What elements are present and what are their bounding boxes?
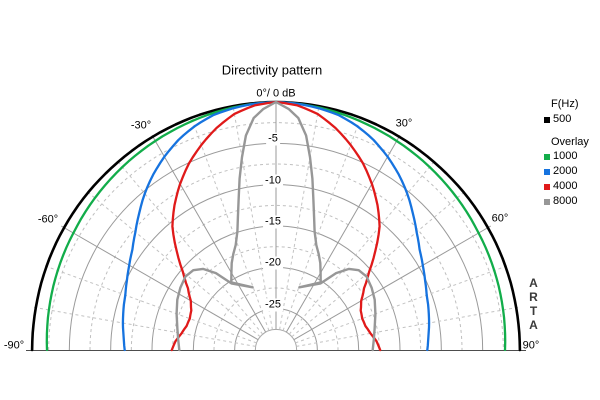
legend-frequency-header: F(Hz) [551,98,579,110]
legend-swatch-4000 [544,183,550,190]
legend-item-4000: 4000 [544,181,577,192]
db-tick-minus-5: -5 [266,132,280,146]
grid-spoke-solid [151,134,267,333]
angle-label-minus-30: -30° [130,119,152,132]
legend-swatch-8000 [544,198,550,205]
legend-swatch-500 [544,116,550,123]
arta-letter: A [529,276,538,290]
legend-item-1000: 1000 [544,151,577,162]
grid-ring-dashed [130,204,422,351]
arta-letter: A [529,318,538,332]
legend-swatch-1000 [544,153,550,160]
angle-label-plus-30: 30° [395,117,413,130]
grid-spoke-dashed [291,190,467,338]
legend-label-1000: 1000 [553,150,578,162]
grid-ring-dashed [89,163,463,351]
legend-item-8000: 8000 [544,196,577,207]
legend-label-2000: 2000 [553,165,578,177]
grid-spoke-dashed [296,306,521,347]
grid-spoke-dashed [42,264,257,344]
arta-letter: T [529,304,538,318]
grid-spoke-dashed [232,105,273,330]
legend-label-500: 500 [553,113,572,125]
grid-spoke-dashed [295,264,510,344]
db-tick-minus-10: -10 [263,174,283,188]
legend-item-500: 500 [544,114,571,125]
db-tick-minus-25: -25 [263,298,283,312]
grid-spoke-dashed [31,306,256,347]
angle-label-minus-90: -90° [3,339,25,352]
chart-title: Directivity pattern [221,62,323,78]
legend-label-4000: 4000 [553,180,578,192]
grid-spoke-dashed [116,159,264,335]
legend-label-8000: 8000 [553,195,578,207]
grid-spoke-dashed [288,159,436,335]
grid-spoke-solid [285,134,401,333]
grid-spoke-solid [60,225,259,341]
arta-watermark: A R T A [526,276,541,332]
legend-overlay-header: Overlay [551,136,589,148]
apex-angle-db-label: 0°/ 0 dB [256,87,296,100]
angle-label-plus-90: 90° [522,339,540,352]
angle-label-plus-60: 60° [491,212,509,225]
angle-label-minus-60: -60° [37,213,59,226]
db-tick-minus-20: -20 [263,256,283,270]
grid-spoke-dashed [85,190,261,338]
grid-spoke-dashed [279,105,320,330]
arta-letter: R [529,290,538,304]
curve-8000hz [175,100,377,352]
grid-spoke-solid [293,225,492,341]
legend-swatch-2000 [544,168,550,175]
grid-spoke-dashed [190,116,270,331]
grid-spoke-dashed [282,116,362,331]
legend-item-2000: 2000 [544,166,577,177]
db-tick-minus-15: -15 [263,215,283,229]
